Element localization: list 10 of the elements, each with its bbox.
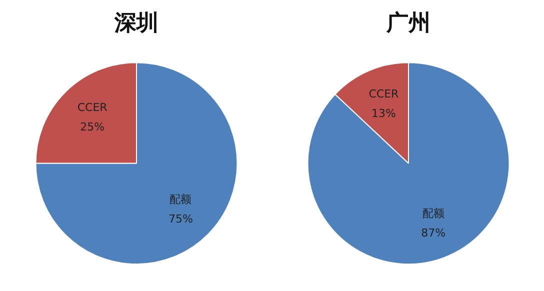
slice-label: 配额 — [422, 206, 444, 220]
data-label: 87% — [421, 226, 446, 240]
chart-title: 广州 — [386, 10, 430, 36]
chart-title: 深圳 — [114, 11, 158, 36]
data-label: 75% — [168, 212, 193, 226]
slice-label: CCER — [77, 101, 108, 114]
data-label: 25% — [80, 120, 105, 134]
slice-label: 配额 — [170, 193, 192, 206]
slice-label: CCER — [368, 87, 400, 100]
data-label: 13% — [371, 106, 396, 120]
